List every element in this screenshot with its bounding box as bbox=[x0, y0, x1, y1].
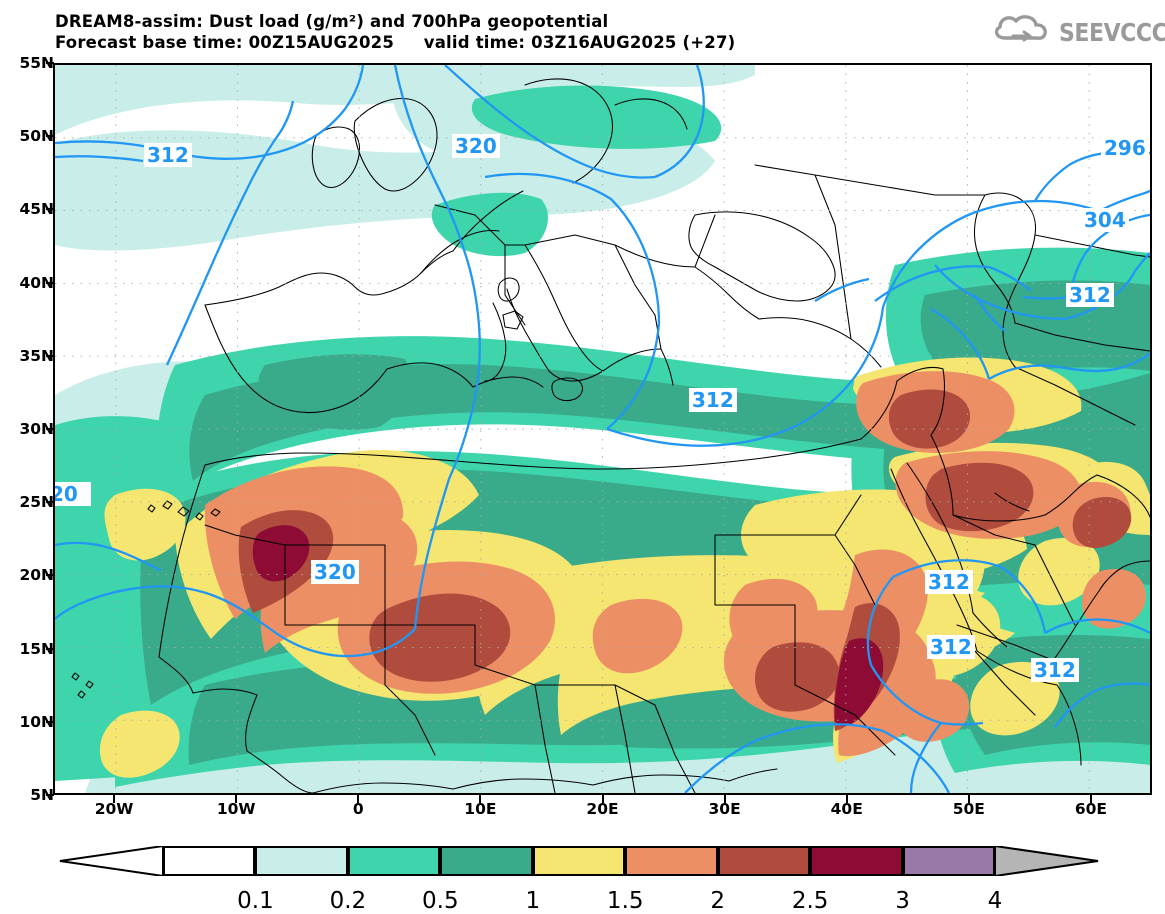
dust-band-2-2.5 bbox=[238, 389, 1132, 731]
lon-tick-label: 20W bbox=[94, 800, 134, 818]
map-plot-area: 312 320 296 304 312 312 320 20 312 312 3… bbox=[53, 63, 1152, 795]
lat-tick-mark bbox=[46, 62, 54, 64]
lon-tick-mark bbox=[723, 795, 726, 803]
lon-tick-label: 50E bbox=[952, 800, 985, 818]
lon-tick-label: 10W bbox=[216, 800, 256, 818]
dust-band-3plus bbox=[252, 525, 884, 727]
svg-text:312: 312 bbox=[147, 143, 189, 167]
colorbar-tick-label: 2 bbox=[710, 888, 725, 914]
lat-tick-mark bbox=[46, 794, 54, 796]
lat-tick-label: 5N bbox=[30, 786, 54, 804]
colorbar-tick-label: 1 bbox=[525, 888, 541, 914]
svg-text:312: 312 bbox=[930, 635, 972, 659]
lon-tick-mark bbox=[1089, 795, 1092, 803]
colorbar-tick-label: 0.5 bbox=[422, 888, 459, 914]
lat-tick-mark bbox=[46, 208, 54, 211]
colorbar-band bbox=[255, 846, 348, 876]
lon-tick-label: 10E bbox=[464, 800, 497, 818]
lon-tick-mark bbox=[845, 795, 848, 803]
svg-text:320: 320 bbox=[314, 560, 356, 584]
svg-text:320: 320 bbox=[455, 134, 497, 158]
cloud-icon bbox=[994, 15, 1047, 42]
svg-text:312: 312 bbox=[928, 570, 970, 594]
lat-tick-label: 10N bbox=[19, 712, 54, 731]
colorbar-band bbox=[717, 846, 811, 876]
lat-tick-mark bbox=[46, 501, 54, 504]
lon-tick-label: 30E bbox=[708, 800, 741, 818]
colorbar-band bbox=[810, 846, 903, 876]
seevccc-logo: SEEVCCC bbox=[991, 12, 1165, 50]
lon-tick-mark bbox=[967, 795, 970, 803]
svg-text:312: 312 bbox=[1034, 658, 1076, 682]
lat-tick-label: 40N bbox=[19, 273, 54, 292]
colorbar-tick-label: 0.1 bbox=[237, 888, 274, 914]
lat-tick-label: 20N bbox=[19, 566, 54, 585]
lon-tick-label: 40E bbox=[830, 800, 863, 818]
chart-header: DREAM8-assim: Dust load (g/m²) and 700hP… bbox=[0, 0, 1165, 58]
lat-tick-label: 45N bbox=[19, 200, 54, 219]
lat-tick-mark bbox=[46, 428, 54, 430]
colorbar-band bbox=[347, 846, 441, 876]
chart-title: DREAM8-assim: Dust load (g/m²) and 700hP… bbox=[55, 12, 609, 31]
colorbar-band bbox=[440, 846, 533, 876]
lat-tick-label: 55N bbox=[19, 54, 54, 72]
lon-tick-mark bbox=[357, 795, 360, 803]
colorbar-band bbox=[163, 846, 256, 876]
lon-tick-label: 0 bbox=[352, 800, 364, 818]
lon-tick-label: 20E bbox=[586, 800, 619, 818]
svg-text:20: 20 bbox=[55, 482, 78, 506]
lon-tick-mark bbox=[235, 795, 238, 803]
lon-tick-label: 60E bbox=[1074, 800, 1108, 818]
colorbar-tick-label: 3 bbox=[895, 888, 910, 914]
colorbar: 0.1 0.2 0.5 1 1.5 2 2.5 3 4 bbox=[0, 838, 1165, 914]
colorbar-tick-label: 0.2 bbox=[329, 888, 367, 914]
lat-tick-label: 25N bbox=[19, 493, 54, 512]
lat-tick-label: 30N bbox=[19, 420, 54, 438]
dust-load-map: 312 320 296 304 312 312 320 20 312 312 3… bbox=[55, 65, 1150, 793]
lat-tick-mark bbox=[46, 135, 54, 138]
lat-tick-mark bbox=[46, 647, 54, 650]
colorbar-bands: 0.1 0.2 0.5 1 1.5 2 2.5 3 4 bbox=[163, 846, 1002, 914]
chart-subtitle: Forecast base time: 00Z15AUG2025 valid t… bbox=[55, 33, 736, 52]
lon-tick-mark bbox=[601, 795, 604, 803]
logo-text: SEEVCCC bbox=[1059, 18, 1165, 47]
colorbar-tick-label: 2.5 bbox=[791, 888, 829, 914]
lat-tick-mark bbox=[46, 574, 54, 577]
colorbar-tick-label: 4 bbox=[987, 888, 1003, 914]
svg-text:312: 312 bbox=[1069, 283, 1111, 307]
lon-tick-mark bbox=[113, 795, 116, 803]
colorbar-band bbox=[532, 846, 626, 876]
lat-tick-label: 15N bbox=[19, 639, 54, 658]
colorbar-band bbox=[902, 846, 995, 876]
colorbar-tick-label: 1.5 bbox=[606, 888, 644, 914]
lon-tick-mark bbox=[479, 795, 482, 803]
lat-tick-mark bbox=[46, 281, 54, 284]
colorbar-band bbox=[625, 846, 718, 876]
svg-text:296: 296 bbox=[1104, 136, 1146, 160]
coastlines bbox=[71, 78, 1150, 793]
lat-tick-mark bbox=[46, 720, 54, 723]
contour-labels: 312 320 296 304 312 312 320 20 312 312 3… bbox=[55, 134, 1149, 682]
lat-tick-label: 35N bbox=[19, 346, 54, 365]
lat-tick-mark bbox=[46, 354, 54, 357]
svg-text:312: 312 bbox=[692, 388, 734, 412]
svg-text:304: 304 bbox=[1084, 208, 1126, 232]
lat-tick-label: 50N bbox=[19, 127, 54, 146]
